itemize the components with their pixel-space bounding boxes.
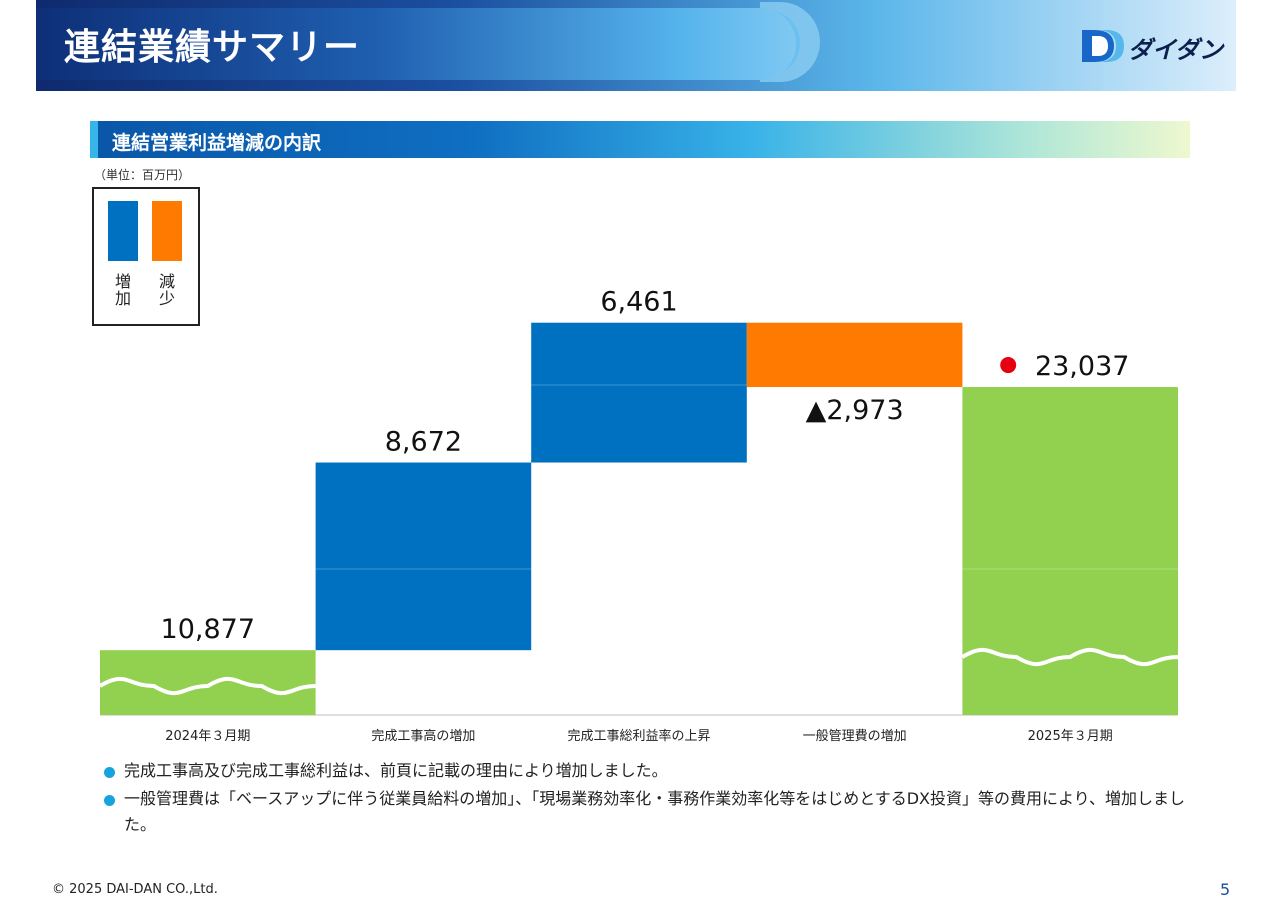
note-text: 一般管理費は「ベースアップに伴う従業員給料の増加」、「現場業務効率化・事務作業効… [124, 789, 1186, 834]
axis-break-wave-icon [98, 676, 316, 696]
value-label-1: 10,877 [161, 614, 255, 645]
note-text: 完成工事高及び完成工事総利益は、前頁に記載の理由により増加しました。 [124, 761, 668, 780]
bar-2 [315, 462, 532, 651]
value-label-3: 6,461 [600, 287, 677, 318]
copyright: © 2025 DAI-DAN CO.,Ltd. [52, 882, 218, 897]
category-label-3: 完成工事総利益率の上昇 [567, 728, 710, 744]
legend-label-decrease: 減少 [158, 272, 175, 308]
category-label-2: 完成工事高の増加 [371, 728, 475, 744]
legend-swatch-increase [108, 201, 138, 261]
category-label-5: 2025年３月期 [1028, 729, 1113, 744]
value-label-5: 23,037 [1035, 351, 1129, 382]
bar-3 [531, 322, 747, 463]
axis-break-wave-icon [961, 647, 1179, 667]
section-title: 連結営業利益増減の内訳 [112, 132, 322, 154]
logo-text: ダイダン [1128, 36, 1224, 64]
unit-label: （単位：百万円） [94, 168, 191, 182]
bar-5 [962, 387, 1178, 715]
category-label-1: 2024年３月期 [165, 729, 250, 744]
header-title-pill [36, 8, 796, 80]
legend-swatch-decrease [152, 201, 182, 261]
bar-4 [746, 322, 963, 388]
category-label-4: 一般管理費の増加 [803, 728, 907, 744]
bullet-dot-icon [104, 795, 115, 806]
waterfall-chart: 10,877 2024年３月期 8,672 完成工事高の増加 6,461 完成工事総利益率… [98, 287, 1179, 744]
dai-dan-logo-icon [1082, 30, 1124, 62]
value-label-4: ▲2,973 [806, 395, 904, 426]
highlight-dot-icon [1000, 357, 1017, 374]
page-title: 連結業績サマリー [64, 27, 361, 68]
note-item: 一般管理費は「ベースアップに伴う従業員給料の増加」、「現場業務効率化・事務作業効… [104, 786, 1204, 838]
section-bar [90, 121, 1190, 158]
page-number: 5 [1220, 880, 1231, 899]
chart-legend: 増加 減少 [92, 187, 200, 326]
notes-list: 完成工事高及び完成工事総利益は、前頁に記載の理由により増加しました。 一般管理費… [104, 758, 1204, 840]
legend-label-increase: 増加 [114, 272, 131, 308]
note-item: 完成工事高及び完成工事総利益は、前頁に記載の理由により増加しました。 [104, 758, 1204, 784]
value-label-2: 8,672 [385, 427, 462, 458]
section-accent [90, 121, 98, 158]
bullet-dot-icon [104, 767, 115, 778]
